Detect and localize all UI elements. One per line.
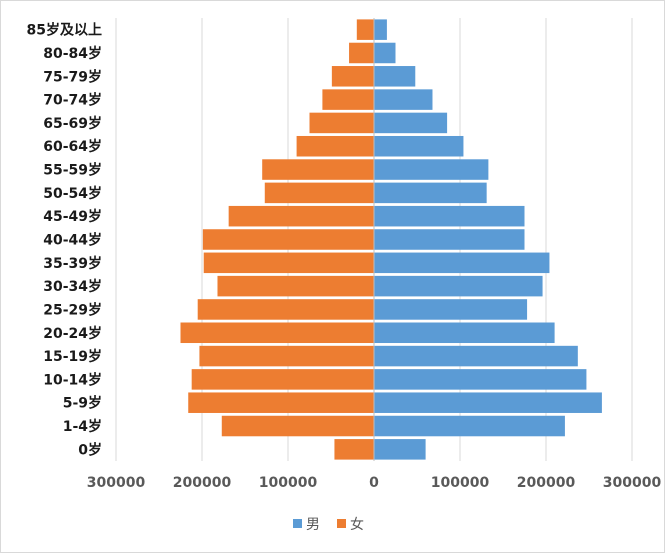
category-label: 5-9岁 — [63, 395, 102, 412]
male-bar-80-84岁 — [374, 42, 396, 64]
bars — [180, 19, 602, 460]
x-tick-labels: 300000 200000 100000 0 100000 200000 300000 — [87, 475, 662, 491]
category-label: 50-54岁 — [43, 185, 102, 202]
female-bar-50-54岁 — [264, 182, 374, 204]
female-bar-55-59岁 — [262, 159, 374, 180]
male-bar-1-4岁 — [374, 415, 565, 437]
female-bar-65-69岁 — [309, 112, 374, 134]
category-label: 1-4岁 — [63, 418, 102, 435]
category-label: 60-64岁 — [43, 138, 102, 155]
female-bar-45-49岁 — [228, 205, 374, 227]
female-bar-20-24岁 — [180, 322, 374, 344]
female-bar-25-29岁 — [197, 299, 374, 320]
x-tick-label: 200000 — [517, 475, 576, 491]
female-bar-1-4岁 — [221, 415, 374, 437]
male-bar-10-14岁 — [374, 369, 587, 390]
female-bar-15-19岁 — [199, 345, 374, 367]
male-bar-75-79岁 — [374, 66, 416, 87]
category-label: 20-24岁 — [43, 325, 102, 342]
category-label: 70-74岁 — [43, 92, 102, 109]
male-bar-50-54岁 — [374, 182, 487, 204]
female-bar-35-39岁 — [203, 252, 374, 274]
legend-label: 女 — [350, 516, 364, 533]
male-bar-55-59岁 — [374, 159, 489, 180]
x-tick-label: 100000 — [259, 475, 318, 491]
category-label: 10-14岁 — [43, 371, 102, 388]
category-label: 30-34岁 — [43, 278, 102, 295]
female-bar-5-9岁 — [188, 392, 374, 413]
legend-swatch-女 — [337, 519, 346, 528]
female-bar-80-84岁 — [349, 42, 374, 64]
male-bar-85岁及以上 — [374, 19, 387, 40]
male-bar-25-29岁 — [374, 299, 528, 320]
category-labels: 0岁 1-4岁 5-9岁 10-14岁 15-19岁 20-24岁 25-29岁 30-34岁… — [27, 22, 102, 459]
male-bar-60-64岁 — [374, 135, 464, 157]
male-bar-20-24岁 — [374, 322, 555, 344]
category-label: 85岁及以上 — [27, 22, 102, 39]
female-bar-60-64岁 — [296, 135, 374, 157]
female-bar-10-14岁 — [191, 369, 374, 390]
x-tick-label: 200000 — [173, 475, 232, 491]
male-bar-30-34岁 — [374, 275, 543, 297]
male-bar-45-49岁 — [374, 205, 525, 227]
x-tick-label: 0 — [369, 475, 379, 491]
female-bar-75-79岁 — [331, 66, 374, 87]
category-label: 65-69岁 — [43, 115, 102, 132]
female-bar-70-74岁 — [322, 89, 374, 110]
category-label: 15-19岁 — [43, 348, 102, 365]
legend: 男女 — [293, 516, 364, 533]
category-label: 55-59岁 — [43, 162, 102, 179]
male-bar-15-19岁 — [374, 345, 578, 367]
category-label: 75-79岁 — [43, 68, 102, 85]
male-bar-5-9岁 — [374, 392, 602, 413]
male-bar-65-69岁 — [374, 112, 448, 134]
male-bar-0岁 — [374, 439, 426, 460]
female-bar-85岁及以上 — [356, 19, 374, 40]
category-label: 35-39岁 — [43, 255, 102, 272]
female-bar-0岁 — [334, 439, 374, 460]
category-label: 45-49岁 — [43, 208, 102, 225]
male-bar-40-44岁 — [374, 229, 525, 250]
x-tick-label: 100000 — [431, 475, 490, 491]
male-bar-70-74岁 — [374, 89, 433, 110]
male-bar-35-39岁 — [374, 252, 550, 274]
x-tick-label: 300000 — [603, 475, 662, 491]
legend-swatch-男 — [293, 519, 302, 528]
female-bar-40-44岁 — [202, 229, 374, 250]
category-label: 40-44岁 — [43, 232, 102, 249]
category-label: 80-84岁 — [43, 45, 102, 62]
x-tick-label: 300000 — [87, 475, 146, 491]
legend-label: 男 — [306, 517, 320, 533]
category-label: 25-29岁 — [43, 301, 102, 318]
category-label: 0岁 — [78, 441, 102, 458]
female-bar-30-34岁 — [217, 275, 374, 297]
